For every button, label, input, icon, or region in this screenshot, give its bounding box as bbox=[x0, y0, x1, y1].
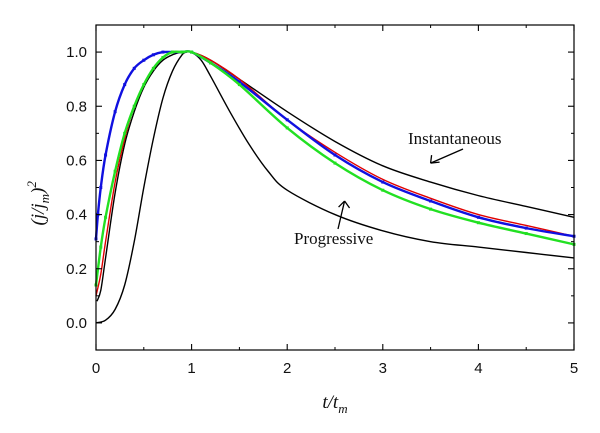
x-tick-label-2: 2 bbox=[283, 360, 291, 377]
series-3-point-15 bbox=[285, 118, 289, 122]
instantaneous-arrow bbox=[430, 148, 464, 164]
progressive-arrow bbox=[337, 200, 346, 230]
x-tick-label-3: 3 bbox=[379, 360, 387, 377]
series-4-point-7 bbox=[151, 66, 155, 70]
series-4-point-11 bbox=[190, 50, 194, 54]
series-3-point-16 bbox=[333, 153, 337, 157]
series-3-point-17 bbox=[381, 180, 385, 184]
series-3-point-19 bbox=[476, 215, 480, 219]
series-4-point-19 bbox=[524, 232, 528, 236]
x-axis-label: t/tm​ bbox=[322, 392, 347, 416]
x-tick-label-1: 1 bbox=[187, 360, 195, 377]
series-3-point-8 bbox=[151, 53, 155, 57]
series-3-point-2 bbox=[99, 186, 103, 189]
series-4-point-13 bbox=[237, 83, 241, 87]
annotation-layer: Instantaneous Progressive bbox=[294, 129, 501, 248]
series-4-point-14 bbox=[285, 126, 289, 130]
series-layer bbox=[94, 50, 576, 324]
series-line-1 bbox=[95, 50, 575, 324]
series-4-point-17 bbox=[429, 207, 433, 211]
y-tick-label-4: 0.8 bbox=[66, 98, 87, 115]
y-tick-label-1: 0.2 bbox=[66, 261, 87, 278]
progressive-arrowhead bbox=[338, 200, 351, 209]
series-4-point-8 bbox=[161, 56, 165, 59]
series-4-point-10 bbox=[180, 50, 184, 54]
series-4-point-1 bbox=[99, 245, 103, 249]
series-4-point-5 bbox=[132, 104, 136, 108]
series-3-point-20 bbox=[524, 226, 528, 230]
annotation-instantaneous: Instantaneous bbox=[408, 129, 501, 148]
series-4-point-18 bbox=[476, 221, 480, 225]
series-3-point-4 bbox=[113, 110, 117, 114]
series-4-point-9 bbox=[170, 50, 174, 54]
y-tick-label-0: 0.0 bbox=[66, 315, 87, 332]
series-4-point-15 bbox=[333, 161, 337, 165]
y-axis-label: (j/jm​)2​ bbox=[24, 181, 52, 226]
instantaneous-arrowhead bbox=[429, 155, 440, 164]
series-4-point-2 bbox=[104, 215, 108, 219]
x-tick-label-5: 5 bbox=[570, 360, 578, 377]
tick-layer: 0 1 2 3 4 5 0.0 0.2 0.4 0.6 0.8 1.0 bbox=[66, 24, 578, 377]
series-4-point-3 bbox=[113, 169, 117, 173]
series-3-point-5 bbox=[123, 83, 127, 87]
series-4-point-6 bbox=[142, 83, 146, 87]
series-3-point-6 bbox=[132, 66, 136, 70]
series-3-point-7 bbox=[142, 58, 146, 62]
series-3-point-18 bbox=[429, 199, 433, 203]
y-tick-label-3: 0.6 bbox=[66, 152, 87, 169]
series-4-point-4 bbox=[123, 131, 127, 135]
series-4-point-12 bbox=[209, 61, 213, 65]
series-line-3 bbox=[94, 50, 575, 240]
series-3-point-9 bbox=[161, 50, 165, 54]
plot-frame bbox=[95, 24, 575, 351]
series-3-point-3 bbox=[104, 153, 108, 157]
annotation-progressive: Progressive bbox=[294, 229, 373, 248]
y-tick-label-5: 1.0 bbox=[66, 44, 87, 61]
y-tick-label-2: 0.4 bbox=[66, 207, 87, 224]
series-line-0 bbox=[96, 50, 575, 302]
series-line-2 bbox=[95, 50, 575, 296]
x-tick-label-4: 4 bbox=[474, 360, 482, 377]
series-4-point-16 bbox=[381, 188, 385, 192]
series-3-point-14 bbox=[237, 80, 241, 84]
x-tick-label-0: 0 bbox=[92, 360, 100, 377]
